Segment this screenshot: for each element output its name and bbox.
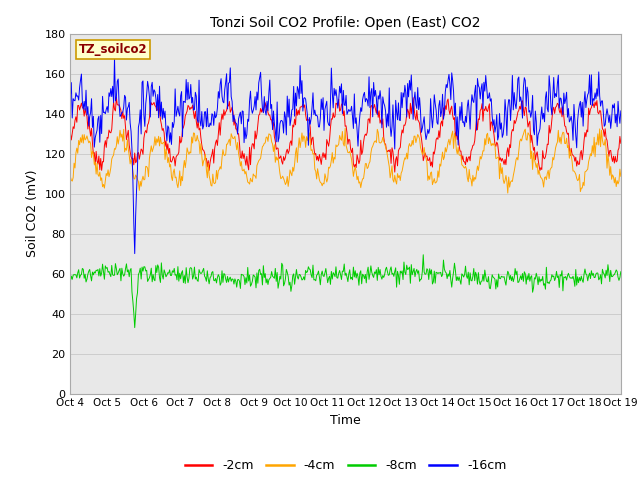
-16cm xyxy=(393,109,401,115)
-4cm xyxy=(392,178,399,184)
-4cm xyxy=(208,183,216,189)
-8cm xyxy=(483,278,490,284)
-8cm xyxy=(165,270,173,276)
Line: -16cm: -16cm xyxy=(70,58,621,253)
-8cm xyxy=(209,269,217,275)
-16cm xyxy=(436,97,444,103)
-2cm xyxy=(317,156,324,162)
Line: -2cm: -2cm xyxy=(70,97,621,172)
-16cm xyxy=(166,139,173,145)
-2cm xyxy=(436,134,444,140)
-8cm xyxy=(392,265,399,271)
-8cm xyxy=(436,270,444,276)
-8cm xyxy=(131,324,139,330)
-4cm xyxy=(316,177,323,183)
-4cm xyxy=(164,160,172,166)
-8cm xyxy=(419,252,427,258)
-2cm xyxy=(67,131,74,136)
Y-axis label: Soil CO2 (mV): Soil CO2 (mV) xyxy=(26,170,39,257)
-16cm xyxy=(111,55,118,60)
Line: -8cm: -8cm xyxy=(70,255,621,327)
-8cm xyxy=(67,278,74,284)
-2cm xyxy=(391,169,399,175)
-8cm xyxy=(617,269,625,275)
-16cm xyxy=(210,122,218,128)
-16cm xyxy=(131,251,139,256)
Legend: -2cm, -4cm, -8cm, -16cm: -2cm, -4cm, -8cm, -16cm xyxy=(180,455,511,477)
Title: Tonzi Soil CO2 Profile: Open (East) CO2: Tonzi Soil CO2 Profile: Open (East) CO2 xyxy=(211,16,481,30)
-2cm xyxy=(165,151,173,156)
-8cm xyxy=(317,282,324,288)
X-axis label: Time: Time xyxy=(330,414,361,427)
-4cm xyxy=(67,174,74,180)
-16cm xyxy=(617,108,625,114)
-4cm xyxy=(617,173,625,179)
-2cm xyxy=(113,94,120,100)
-2cm xyxy=(393,154,401,159)
-4cm xyxy=(341,125,349,131)
-4cm xyxy=(435,174,443,180)
-16cm xyxy=(67,94,74,99)
-2cm xyxy=(617,140,625,146)
-16cm xyxy=(483,84,490,89)
-16cm xyxy=(317,96,325,102)
-2cm xyxy=(483,108,490,113)
Text: TZ_soilco2: TZ_soilco2 xyxy=(79,43,147,56)
-4cm xyxy=(504,190,511,196)
-4cm xyxy=(482,142,490,148)
-2cm xyxy=(209,146,217,152)
Line: -4cm: -4cm xyxy=(70,128,621,193)
